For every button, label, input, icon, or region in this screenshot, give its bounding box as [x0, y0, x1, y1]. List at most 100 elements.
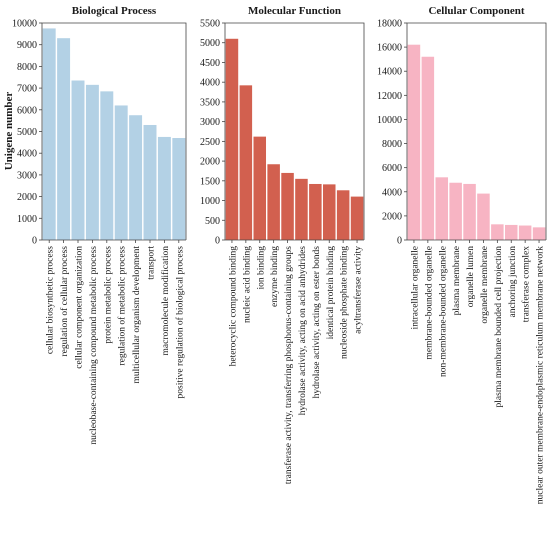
y-tick-label: 12000 [377, 91, 402, 102]
y-tick-label: 4000 [200, 78, 220, 89]
x-tick-label: heterocyclic compound binding [228, 246, 238, 367]
bar-intracellular-organelle [407, 44, 421, 241]
y-tick-label: 2500 [200, 137, 220, 148]
x-tick-label: regulation of metabolic process [117, 246, 128, 366]
bar-cellular-component-organization [71, 80, 85, 240]
bar-transferase-activity-transferring-phosphorus-containing-groups [281, 172, 294, 240]
y-tick-label: 1000 [200, 196, 220, 207]
x-tick-label: protein metabolic process [103, 246, 113, 344]
x-tick-label: transferase complex [521, 246, 532, 322]
x-tick-label: non-membrane-bounded organelle [438, 246, 448, 377]
bar-nucleoside-phosphate-binding [336, 190, 350, 240]
bar-nuclear-outer-membrane-endoplasmic-reticulum-membrane-network [532, 227, 546, 240]
bar-membrane-bounded-organelle [421, 56, 435, 240]
x-tick-label: intracellular organelle [410, 246, 420, 329]
y-tick-label: 3000 [200, 117, 220, 128]
bar-organelle-membrane [477, 193, 490, 240]
x-tick-label: positive regulation of biological proces… [174, 246, 185, 399]
panel-cellular-component: Cellular Component 0 2000 4000 6000 8000 10000… [377, 5, 547, 504]
x-tick-label: organelle lumen [466, 246, 476, 308]
bar-hydrolase-activity-acting-on-acid-anhydrides [295, 178, 308, 240]
panel-title: Cellular Component [428, 5, 524, 17]
bar-identical-protein-binding [322, 184, 336, 240]
y-tick-label: 5000 [200, 38, 220, 49]
y-tick-label: 14000 [377, 67, 402, 78]
x-tick-label: macromolecule modification [160, 246, 171, 356]
bar-regulation-of-metabolic-process [114, 105, 128, 241]
x-tick-label: hydrolase activity, acting on ester bond… [312, 246, 322, 399]
y-tick-label: 0 [397, 236, 402, 247]
x-tick-label: anchoring junction [508, 246, 518, 318]
y-tick-label: 4000 [17, 149, 37, 160]
y-tick-label: 9000 [17, 40, 37, 51]
panel-molecular-function: Molecular Function 0 500 1000 1500 2000 2500 30… [200, 5, 365, 484]
bar-nucleic-acid-binding [239, 85, 253, 240]
x-tick-label: nucleic acid binding [242, 246, 252, 323]
y-tick-label: 1500 [200, 176, 220, 187]
x-tick-label: nuclear outer membrane-endoplasmic retic… [536, 246, 546, 504]
y-tick-label: 6000 [17, 105, 37, 116]
y-tick-label: 4000 [382, 187, 402, 198]
y-tick-label: 500 [205, 216, 220, 227]
y-tick-label: 10000 [12, 19, 37, 30]
bar-cellular-biosynthetic-process [42, 28, 56, 240]
bar-positive-regulation-of-biological-process [172, 138, 186, 240]
y-tick-label: 5000 [17, 127, 37, 138]
x-tick-label: membrane-bounded organelle [424, 246, 434, 360]
y-tick-label: 8000 [382, 139, 402, 150]
y-axis-label: Unigene number [3, 92, 15, 171]
y-tick-label: 1000 [17, 214, 37, 225]
x-tick-label: transferase activity, transferring phosp… [283, 246, 294, 484]
y-tick-label: 2000 [200, 157, 220, 168]
y-tick-label: 5500 [200, 19, 220, 30]
y-tick-label: 3000 [17, 170, 37, 181]
bar-transferase-complex [518, 225, 532, 240]
x-tick-label: multicellular organism development [132, 246, 142, 384]
bar-transport [143, 124, 157, 240]
bar-acyltransferase-activity [350, 196, 364, 240]
panel-frame [224, 22, 365, 240]
x-tick-label: ion binding [256, 246, 266, 290]
x-tick-label: organelle membrane [480, 246, 490, 324]
x-tick-label: cellular biosynthetic process [46, 246, 56, 354]
x-tick-label: enzyme binding [270, 246, 280, 307]
bar-hydrolase-activity-acting-on-ester-bonds [309, 183, 322, 240]
panel-biological-process: Biological Process 0 1000 2000 3000 4000 5000 6… [12, 5, 187, 445]
y-tick-label: 8000 [17, 62, 37, 73]
x-tick-label: hydrolase activity, acting on acid anhyd… [298, 246, 308, 416]
bar-multicellular-organism-development [129, 115, 143, 240]
bar-organelle-lumen [463, 183, 476, 240]
x-tick-label: transport [147, 246, 157, 280]
y-tick-label: 2000 [17, 192, 37, 203]
x-tick-label: nucleoside phosphate binding [340, 246, 350, 359]
x-tick-label: regulation of cellular process [59, 246, 70, 357]
y-tick-label: 7000 [17, 84, 37, 95]
y-tick-label: 10000 [377, 115, 402, 126]
bar-non-membrane-bounded-organelle [435, 177, 449, 240]
y-tick-label: 4500 [200, 58, 220, 69]
panel-title: Molecular Function [248, 5, 341, 17]
panel-frame [406, 22, 547, 240]
y-tick-label: 6000 [382, 163, 402, 174]
y-tick-label: 2000 [382, 211, 402, 222]
x-tick-label: plasma membrane bounded cell projection [494, 246, 504, 408]
x-tick-label: nucleobase-containing compound metabolic… [89, 246, 99, 445]
y-tick-label: 3500 [200, 97, 220, 108]
bar-protein-metabolic-process [100, 91, 114, 240]
bar-plasma-membrane [449, 182, 462, 240]
bar-macromolecule-modification [157, 136, 171, 240]
x-tick-label: acyltransferase activity [353, 246, 364, 334]
y-tick-label: 18000 [377, 19, 402, 30]
bar-plasma-membrane-bounded-cell-projection [491, 224, 504, 240]
bar-regulation-of-cellular-process [57, 38, 71, 240]
bar-enzyme-binding [267, 164, 280, 240]
bar-heterocyclic-compound-binding [225, 38, 239, 241]
bar-ion-binding [253, 136, 267, 240]
x-tick-label: plasma membrane [452, 246, 462, 315]
bar-nucleobase-containing-compound-metabolic-process [85, 84, 99, 240]
y-tick-label: 0 [215, 236, 220, 247]
x-tick-label: identical protein binding [326, 246, 336, 340]
panel-title: Biological Process [72, 5, 157, 17]
y-tick-label: 16000 [377, 43, 402, 54]
